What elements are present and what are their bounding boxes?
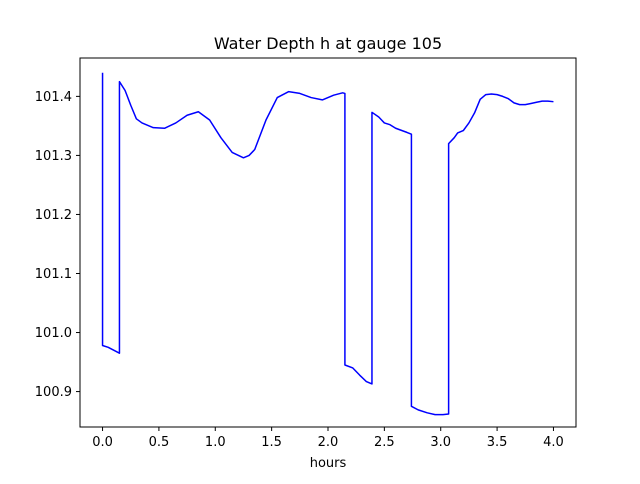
y-tick-label: 101.0	[35, 326, 72, 341]
x-tick-label: 1.5	[261, 435, 282, 450]
x-tick-label: 1.0	[205, 435, 226, 450]
x-axis-ticks: 0.0 0.5 1.0 1.5 2.0 2.5 3.0 3.5 4.0	[92, 427, 564, 450]
x-tick-label: 3.0	[430, 435, 451, 450]
x-tick-label: 3.5	[487, 435, 508, 450]
y-tick-label: 100.9	[35, 385, 72, 400]
x-tick-label: 2.5	[374, 435, 395, 450]
chart-title: Water Depth h at gauge 105	[214, 34, 442, 53]
series-layer	[101, 72, 554, 416]
plot-area	[80, 58, 576, 427]
y-tick-label: 101.4	[35, 90, 72, 105]
x-tick-label: 0.0	[92, 435, 113, 450]
series-line-0	[101, 72, 554, 416]
x-axis-label: hours	[310, 456, 347, 471]
x-tick-label: 4.0	[543, 435, 564, 450]
x-tick-label: 0.5	[149, 435, 170, 450]
y-tick-label: 101.2	[35, 208, 72, 223]
y-tick-label: 101.3	[35, 149, 72, 164]
y-tick-label: 101.1	[35, 267, 72, 282]
y-axis-ticks: 100.9 101.0 101.1 101.2 101.3 101.4	[35, 90, 80, 400]
x-tick-label: 2.0	[318, 435, 339, 450]
